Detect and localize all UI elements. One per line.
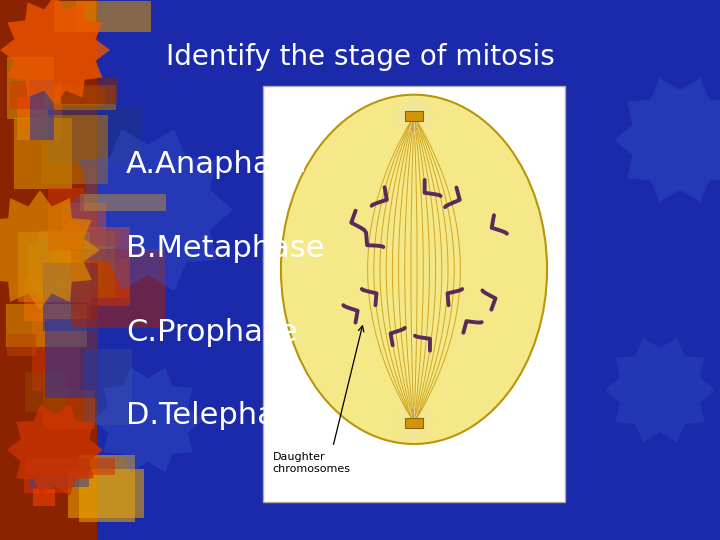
Bar [68,469,143,517]
Bar [405,418,423,428]
Bar [18,232,91,301]
Text: A.Anaphase: A.Anaphase [126,150,307,179]
Bar [17,97,63,140]
Bar [30,80,54,140]
Bar [405,111,423,120]
Bar [63,87,104,106]
Bar [24,477,70,493]
Bar [0,0,97,540]
Polygon shape [7,404,103,496]
Polygon shape [63,129,233,291]
Bar [44,85,116,110]
Bar [7,57,54,119]
Bar [71,249,164,328]
Bar [33,489,55,505]
Bar [45,319,100,398]
Bar [76,2,96,31]
Text: D.Telephase: D.Telephase [126,401,310,430]
Bar [55,0,84,27]
Bar [43,390,95,429]
Polygon shape [615,78,720,202]
Text: C.Prophase: C.Prophase [126,318,297,347]
Bar [24,372,66,412]
Bar [85,227,130,306]
Bar [10,80,63,109]
Bar [41,114,108,184]
Bar [14,118,72,190]
Polygon shape [605,338,715,442]
Bar [61,78,118,104]
Bar [42,263,98,331]
Bar [55,1,151,32]
Bar [30,458,89,487]
Polygon shape [0,190,100,310]
Bar [80,194,166,211]
Bar [25,458,114,475]
Bar [6,334,36,356]
Text: B.Metaphase: B.Metaphase [126,234,325,263]
Bar [24,278,91,321]
Ellipse shape [281,94,547,444]
Bar [32,313,80,390]
Bar [73,230,119,246]
Bar [63,203,107,269]
Bar [79,455,135,522]
Bar [39,240,52,290]
Text: Identify the stage of mitosis: Identify the stage of mitosis [166,43,554,71]
Bar [48,105,142,164]
Bar [38,231,115,298]
Bar [86,259,129,298]
Bar [29,244,103,290]
Bar [6,305,87,347]
Polygon shape [0,0,110,105]
Text: Daughter
chromosomes: Daughter chromosomes [273,452,351,474]
Bar [48,188,84,251]
Bar [84,349,132,425]
Bar [25,238,65,295]
Polygon shape [93,368,203,472]
Bar [263,86,565,502]
